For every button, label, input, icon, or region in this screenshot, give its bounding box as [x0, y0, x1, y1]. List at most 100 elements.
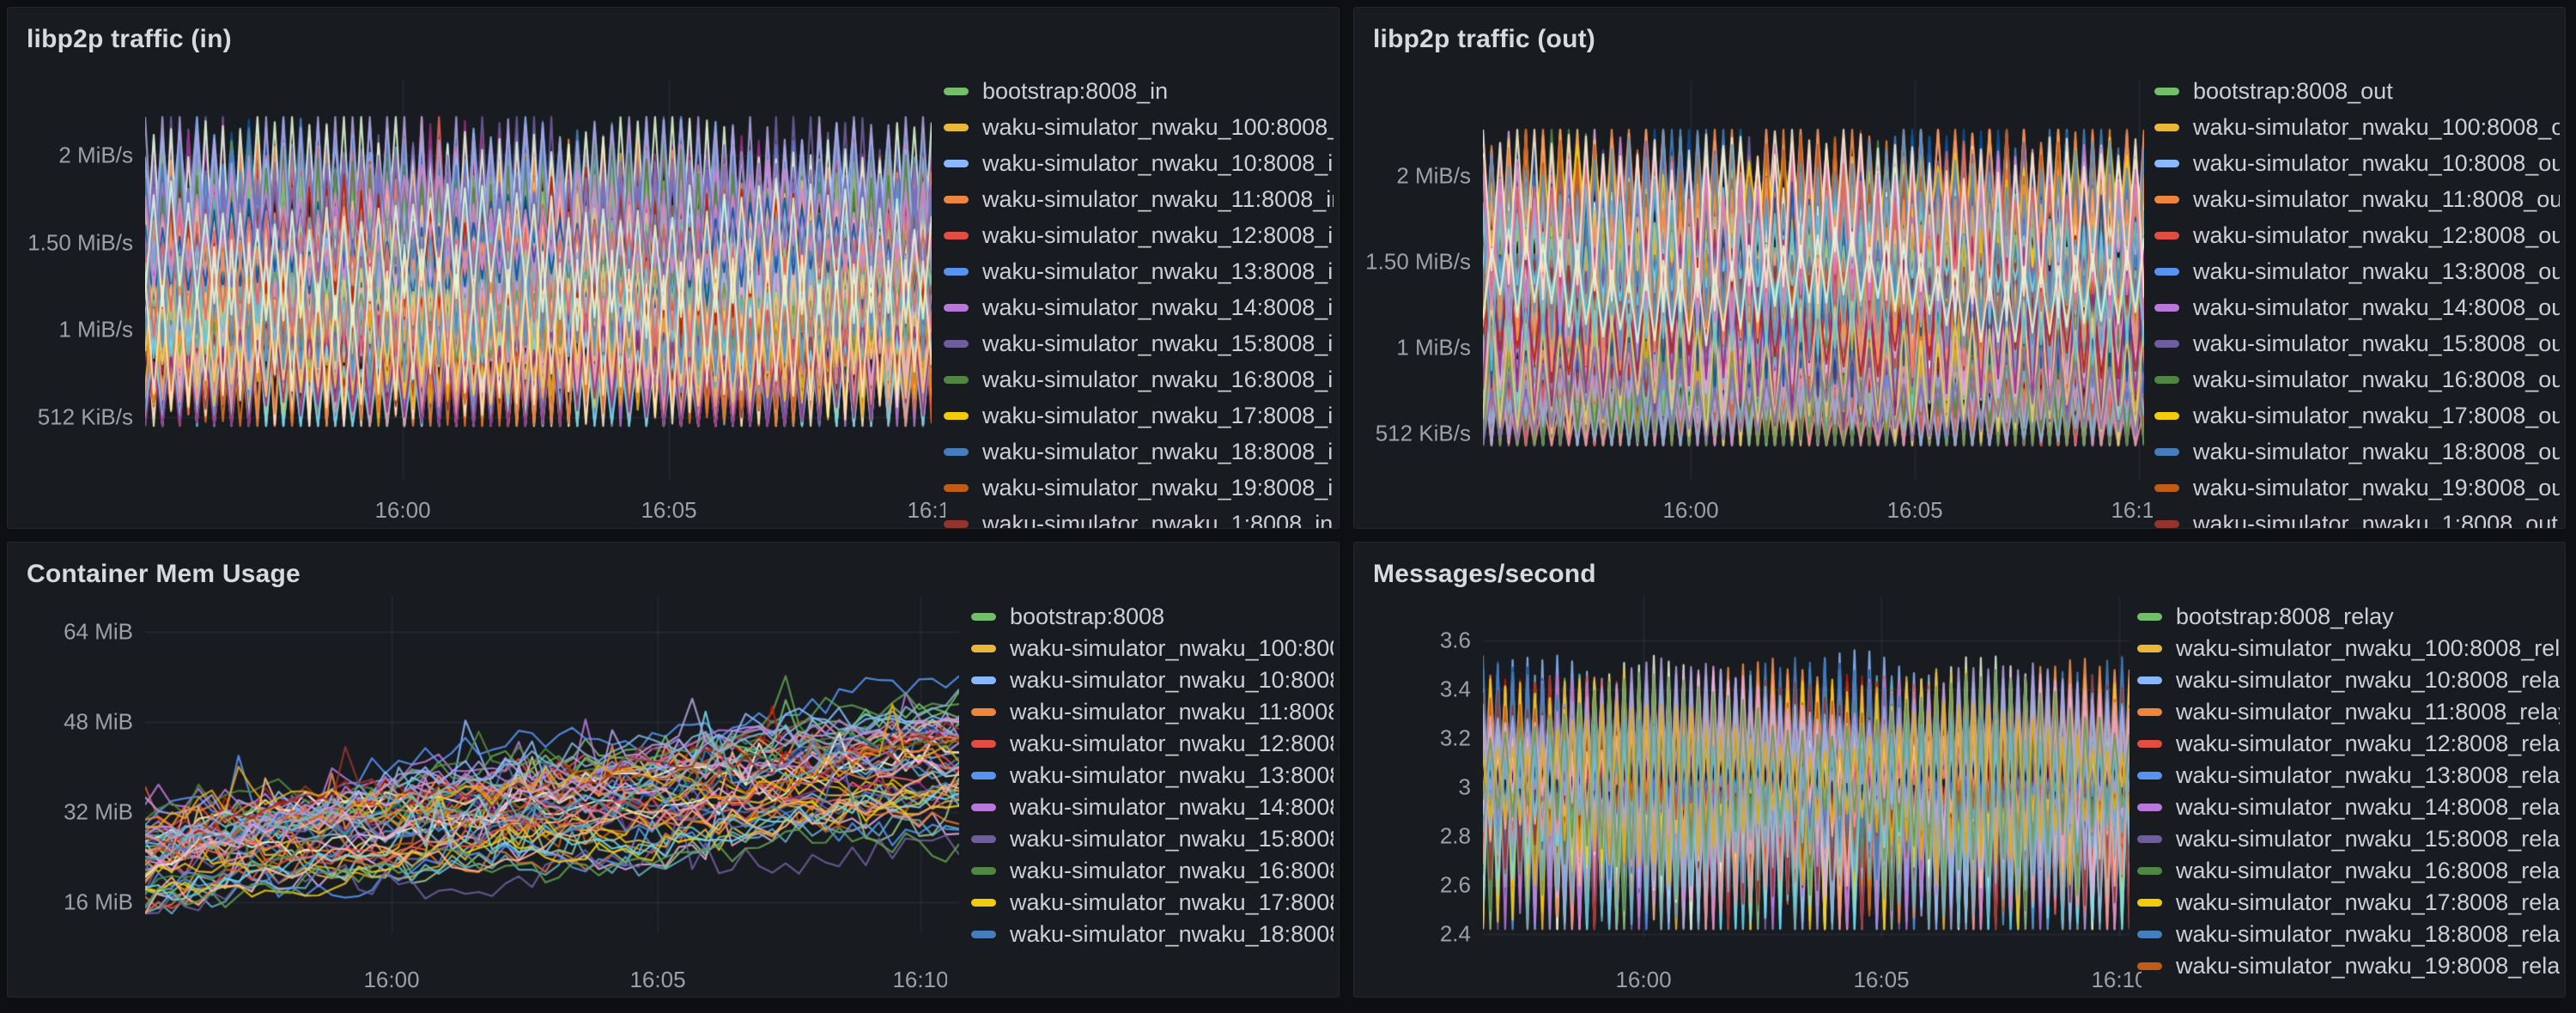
legend-series-label: waku-simulator_nwaku_17:8008_relay — [2176, 889, 2560, 915]
legend-item[interactable]: bootstrap:8008_out — [2154, 73, 2560, 109]
legend-item[interactable]: waku-simulator_nwaku_1:8008_in — [944, 506, 1334, 528]
legend-series-swatch — [2154, 123, 2179, 131]
chart-plot-area[interactable]: 16 MiB 32 MiB 48 MiB 64 MiB 16:00 16:05 16:10 — [8, 543, 1339, 997]
legend-item[interactable]: waku-simulator_nwaku_100:8008_out — [2154, 109, 2560, 145]
legend-item[interactable]: waku-simulator_nwaku_13:8008_in — [944, 253, 1334, 289]
y-axis-label: 2.6 — [1439, 871, 1471, 898]
legend-item[interactable]: waku-simulator_nwaku_18:8008 — [971, 919, 1334, 950]
legend-item[interactable]: waku-simulator_nwaku_100:8008_in — [944, 109, 1334, 145]
legend-series-label: waku-simulator_nwaku_19:8008_out — [2193, 474, 2560, 500]
y-axis-label: 16 MiB — [64, 889, 133, 915]
legend-series-swatch — [2137, 613, 2162, 621]
legend-item[interactable]: waku-simulator_nwaku_10:8008_relay — [2137, 664, 2560, 696]
legend-series-label: waku-simulator_nwaku_18:8008 — [1010, 921, 1334, 947]
panel-libp2p-traffic-in: libp2p traffic (in) 512 KiB/s 1 MiB/s 1.50… — [7, 7, 1340, 529]
legend-series-label: bootstrap:8008_in — [982, 77, 1169, 104]
y-axis-label: 1 MiB/s — [58, 316, 133, 343]
legend-series-label: waku-simulator_nwaku_19:8008_relay — [2176, 953, 2560, 979]
x-axis-label: 16:05 — [641, 497, 697, 523]
legend-item[interactable]: waku-simulator_nwaku_16:8008_relay — [2137, 855, 2560, 887]
legend-series-swatch — [2137, 835, 2162, 843]
legend-item[interactable]: waku-simulator_nwaku_1:8008_out — [2154, 506, 2560, 528]
legend-item[interactable]: bootstrap:8008_relay — [2137, 601, 2560, 633]
legend-item[interactable]: waku-simulator_nwaku_14:8008_relay — [2137, 792, 2560, 823]
legend-series-label: waku-simulator_nwaku_18:8008_in — [982, 438, 1334, 464]
legend-item[interactable]: waku-simulator_nwaku_12:8008_relay — [2137, 728, 2560, 760]
legend-item[interactable]: bootstrap:8008_in — [944, 73, 1334, 109]
legend-series-label: waku-simulator_nwaku_18:8008_out — [2193, 438, 2560, 464]
x-axis-label: 16:10 — [2091, 967, 2142, 992]
legend-item[interactable]: waku-simulator_nwaku_16:8008 — [971, 855, 1334, 887]
panel-title[interactable]: Container Mem Usage — [27, 560, 301, 588]
legend-series-swatch — [2137, 931, 2162, 938]
legend-item[interactable]: waku-simulator_nwaku_14:8008 — [971, 792, 1334, 823]
legend-item[interactable]: waku-simulator_nwaku_14:8008_in — [944, 289, 1334, 325]
legend-item[interactable]: waku-simulator_nwaku_13:8008 — [971, 760, 1334, 792]
legend-item[interactable]: waku-simulator_nwaku_100:8008 — [971, 633, 1334, 664]
legend-item[interactable]: waku-simulator_nwaku_15:8008_out — [2154, 325, 2560, 361]
chart-canvas[interactable] — [145, 81, 932, 480]
legend-series-label: waku-simulator_nwaku_15:8008 — [1010, 826, 1334, 852]
legend-series-swatch — [971, 835, 996, 843]
chart-plot-area[interactable]: 512 KiB/s 1 MiB/s 1.50 MiB/s 2 MiB/s 16:00 16… — [8, 8, 1339, 528]
legend-series-swatch — [944, 159, 969, 167]
legend-item[interactable]: waku-simulator_nwaku_16:8008_out — [2154, 361, 2560, 397]
legend-item[interactable]: waku-simulator_nwaku_19:8008_in — [944, 470, 1334, 506]
legend-item[interactable]: waku-simulator_nwaku_10:8008_in — [944, 145, 1334, 181]
legend-series-label: waku-simulator_nwaku_12:8008_relay — [2176, 731, 2560, 756]
chart-plot-area[interactable]: 512 KiB/s 1 MiB/s 1.50 MiB/s 2 MiB/s 16:00 16… — [1354, 8, 2565, 528]
y-axis-label: 2.4 — [1439, 920, 1471, 947]
legend-item[interactable]: waku-simulator_nwaku_100:8008_relay — [2137, 633, 2560, 664]
legend-item[interactable]: waku-simulator_nwaku_17:8008_in — [944, 397, 1334, 434]
legend-item[interactable]: waku-simulator_nwaku_19:8008_relay — [2137, 950, 2560, 982]
chart-canvas[interactable] — [145, 596, 959, 933]
legend-series-label: waku-simulator_nwaku_10:8008 — [1010, 667, 1334, 693]
legend-item[interactable]: waku-simulator_nwaku_15:8008_in — [944, 325, 1334, 361]
x-axis-label: 16:00 — [1615, 967, 1672, 992]
x-axis-label: 16:10 — [892, 967, 947, 992]
legend-item[interactable]: waku-simulator_nwaku_10:8008 — [971, 664, 1334, 696]
legend: bootstrap:8008_out waku-simulator_nwaku_1… — [2154, 73, 2560, 528]
legend-series-swatch — [2154, 375, 2179, 384]
legend-item[interactable]: waku-simulator_nwaku_14:8008_out — [2154, 289, 2560, 325]
legend-item[interactable]: bootstrap:8008 — [971, 601, 1334, 633]
legend-item[interactable]: waku-simulator_nwaku_12:8008 — [971, 728, 1334, 760]
legend-item[interactable]: waku-simulator_nwaku_12:8008_in — [944, 217, 1334, 253]
legend-item[interactable]: waku-simulator_nwaku_11:8008_in — [944, 181, 1334, 217]
legend-item[interactable]: waku-simulator_nwaku_13:8008_relay — [2137, 760, 2560, 792]
legend-item[interactable]: waku-simulator_nwaku_13:8008_out — [2154, 253, 2560, 289]
legend-series-label: waku-simulator_nwaku_11:8008_out — [2193, 185, 2560, 212]
legend-item[interactable]: waku-simulator_nwaku_17:8008 — [971, 887, 1334, 919]
legend-item[interactable]: waku-simulator_nwaku_19:8008_out — [2154, 470, 2560, 506]
legend-series-label: bootstrap:8008_relay — [2176, 604, 2394, 629]
legend-item[interactable]: waku-simulator_nwaku_18:8008_in — [944, 434, 1334, 470]
panel-title[interactable]: libp2p traffic (in) — [27, 25, 232, 53]
legend-item[interactable]: waku-simulator_nwaku_11:8008_relay — [2137, 696, 2560, 728]
chart-canvas[interactable] — [1483, 596, 2129, 937]
legend-series-label: waku-simulator_nwaku_11:8008 — [1010, 699, 1334, 725]
legend-item[interactable]: waku-simulator_nwaku_18:8008_relay — [2137, 919, 2560, 950]
legend-item[interactable]: waku-simulator_nwaku_15:8008_relay — [2137, 823, 2560, 855]
x-axis: 16:00 16:05 16:10 — [1354, 960, 2142, 997]
legend-series-label: waku-simulator_nwaku_16:8008_out — [2193, 366, 2560, 392]
legend-item[interactable]: waku-simulator_nwaku_11:8008_out — [2154, 181, 2560, 217]
chart-plot-area[interactable]: 2.4 2.6 2.8 3 3.2 3.4 3.6 16:00 16:05 16:10 — [1354, 543, 2565, 997]
legend-item[interactable]: waku-simulator_nwaku_16:8008_in — [944, 361, 1334, 397]
legend-series-swatch — [971, 645, 996, 652]
legend-series-label: waku-simulator_nwaku_14:8008_relay — [2176, 794, 2560, 820]
legend-item[interactable]: waku-simulator_nwaku_18:8008_out — [2154, 434, 2560, 470]
chart-canvas[interactable] — [1483, 81, 2144, 480]
legend-series-label: waku-simulator_nwaku_1:8008_in — [982, 510, 1334, 529]
legend-item[interactable]: waku-simulator_nwaku_15:8008 — [971, 823, 1334, 855]
legend-series-label: waku-simulator_nwaku_11:8008_in — [982, 185, 1334, 212]
legend-series-swatch — [944, 195, 969, 203]
legend-series-label: waku-simulator_nwaku_15:8008_in — [982, 330, 1334, 356]
legend-series-swatch — [2154, 303, 2179, 312]
panel-title[interactable]: libp2p traffic (out) — [1373, 25, 1595, 53]
panel-title[interactable]: Messages/second — [1373, 560, 1596, 588]
legend-item[interactable]: waku-simulator_nwaku_17:8008_relay — [2137, 887, 2560, 919]
legend-item[interactable]: waku-simulator_nwaku_12:8008_out — [2154, 217, 2560, 253]
legend-item[interactable]: waku-simulator_nwaku_17:8008_out — [2154, 397, 2560, 434]
legend-item[interactable]: waku-simulator_nwaku_10:8008_out — [2154, 145, 2560, 181]
legend-item[interactable]: waku-simulator_nwaku_11:8008 — [971, 696, 1334, 728]
